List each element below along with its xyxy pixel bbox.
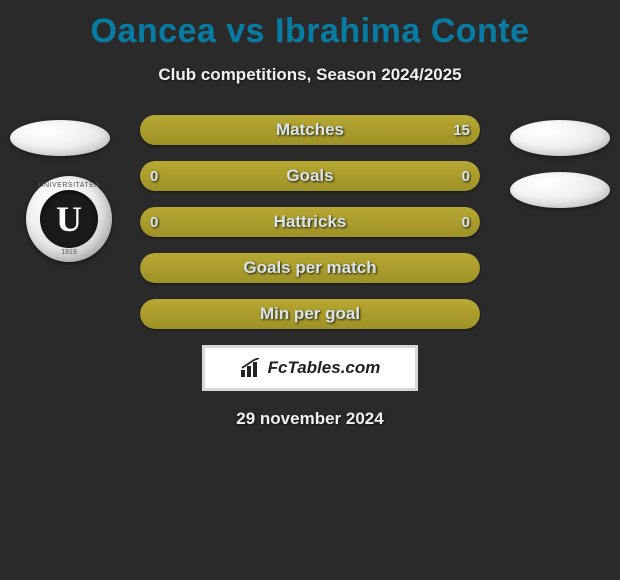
bar-value-right: 0 [462,168,470,185]
stat-bar: Goals0 0 [140,161,480,191]
bar-label: Min per goal [140,304,480,324]
club-letter: U [40,190,98,248]
bar-label: Goals per match [140,258,480,278]
stat-bar: Min per goal [140,299,480,329]
brand-text: FcTables.com [268,358,381,378]
stat-bar: Matches15 [140,115,480,145]
stat-bars: Matches15Goals00Hattricks00Goals per mat… [140,115,480,329]
club-year-text: 1919 [61,249,77,256]
bar-label: Goals [140,166,480,186]
bar-value-left: 0 [150,168,158,185]
bar-value-left: 0 [150,214,158,231]
bar-label: Matches [140,120,480,140]
stat-bar: Goals per match [140,253,480,283]
subtitle: Club competitions, Season 2024/2025 [0,65,620,85]
stat-bar: Hattricks0 0 [140,207,480,237]
bar-value-right: 15 [453,122,470,139]
bar-value-right: 0 [462,214,470,231]
brand-box: FcTables.com [202,345,418,391]
bar-chart-icon [240,358,262,378]
player1-avatar [10,120,110,156]
report-date: 29 november 2024 [0,409,620,429]
page-title: Oancea vs Ibrahima Conte [0,0,620,51]
bar-label: Hattricks [140,212,480,232]
club-name-text: UNIVERSITATEA [38,182,99,189]
player1-club-badge: UNIVERSITATEA U 1919 [26,176,112,262]
player2-avatar [510,120,610,156]
player2-avatar-secondary [510,172,610,208]
